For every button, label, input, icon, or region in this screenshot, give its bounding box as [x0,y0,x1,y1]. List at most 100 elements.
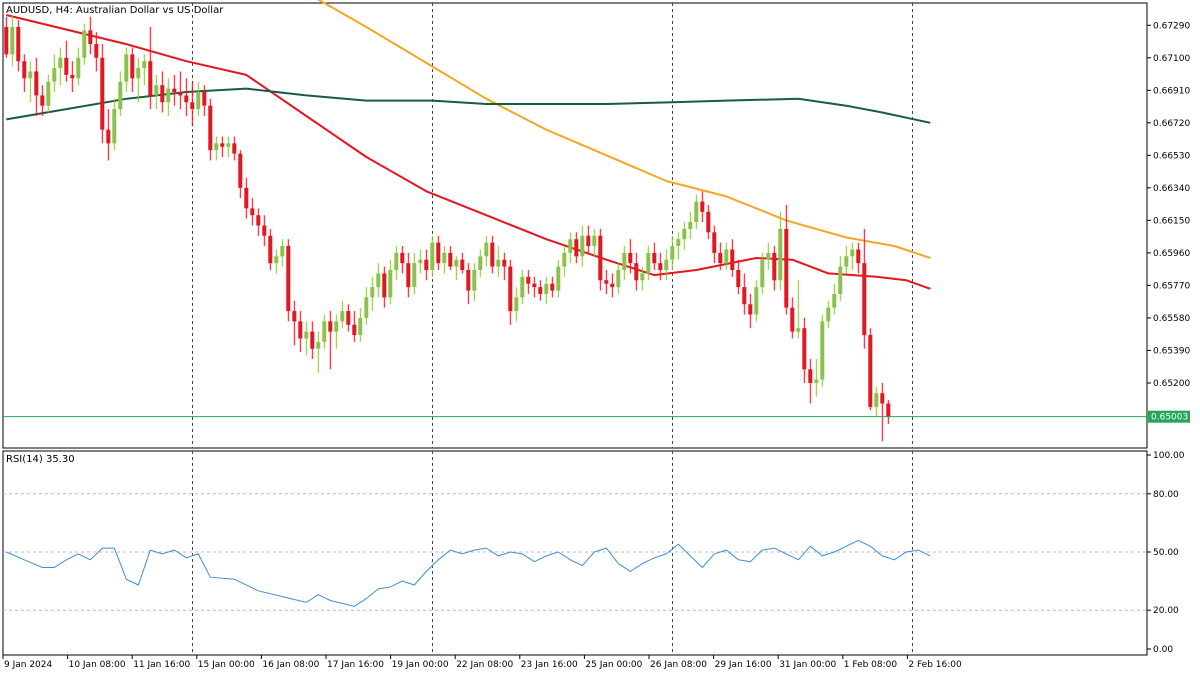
candle[interactable] [514,287,519,322]
candle[interactable] [352,311,357,342]
candle[interactable] [334,314,339,349]
candle[interactable] [832,283,837,315]
candle[interactable] [784,204,789,315]
candle[interactable] [430,235,435,277]
candle[interactable] [862,228,867,349]
candle[interactable] [58,47,63,86]
candle[interactable] [778,211,783,291]
candle[interactable] [100,44,105,144]
candle[interactable] [634,252,639,291]
candle[interactable] [502,252,507,281]
candle[interactable] [238,150,243,199]
candle[interactable] [820,314,825,387]
candle[interactable] [136,57,141,103]
candle[interactable] [772,246,777,291]
candle[interactable] [46,74,51,113]
candle[interactable] [550,276,555,298]
candle[interactable] [706,204,711,240]
candle[interactable] [850,242,855,270]
candle[interactable] [682,222,687,250]
candle[interactable] [88,16,93,55]
candle[interactable] [184,78,189,116]
candle[interactable] [400,246,405,274]
candle[interactable] [178,71,183,110]
candle[interactable] [166,78,171,116]
candle[interactable] [388,259,393,305]
candle[interactable] [298,311,303,353]
candle[interactable] [664,249,669,281]
candle[interactable] [532,276,537,298]
candle[interactable] [598,228,603,291]
candle[interactable] [742,273,747,315]
candle[interactable] [604,270,609,294]
candle[interactable] [460,252,465,274]
candle[interactable] [484,235,489,267]
candle[interactable] [202,85,207,116]
candle[interactable] [40,85,45,116]
candle[interactable] [292,300,297,346]
candle[interactable] [310,321,315,359]
candle[interactable] [658,252,663,281]
candle[interactable] [28,61,33,103]
candle[interactable] [562,246,567,277]
candle[interactable] [52,54,57,92]
candle[interactable] [208,98,213,161]
candle[interactable] [844,246,849,274]
candle[interactable] [214,136,219,161]
candle[interactable] [346,304,351,332]
candle[interactable] [472,263,477,301]
candle[interactable] [496,246,501,277]
candle[interactable] [190,81,195,127]
candle[interactable] [880,382,885,442]
candle[interactable] [622,246,627,281]
candle[interactable] [10,14,15,67]
candle[interactable] [442,246,447,274]
candle[interactable] [466,263,471,305]
candle[interactable] [418,249,423,274]
candle[interactable] [274,249,279,274]
candles[interactable] [4,14,891,442]
candle[interactable] [262,215,267,247]
candle[interactable] [130,47,135,93]
candle[interactable] [652,242,657,270]
candle[interactable] [412,252,417,294]
candle[interactable] [766,242,771,270]
candle[interactable] [568,232,573,264]
candle[interactable] [448,246,453,270]
candle[interactable] [154,74,159,110]
candle[interactable] [172,74,177,106]
candle[interactable] [358,307,363,342]
candle[interactable] [304,321,309,356]
candle[interactable] [316,331,321,373]
candle[interactable] [268,228,273,270]
candle[interactable] [754,280,759,322]
candle[interactable] [874,386,879,418]
candle[interactable] [640,266,645,291]
candle[interactable] [394,246,399,281]
candle[interactable] [4,16,9,58]
candle[interactable] [112,98,117,151]
candle[interactable] [340,300,345,329]
candle[interactable] [70,61,75,92]
candle[interactable] [160,71,165,113]
candle[interactable] [646,246,651,281]
candle[interactable] [256,208,261,236]
candle[interactable] [628,239,633,274]
candle[interactable] [544,276,549,305]
candle[interactable] [856,242,861,274]
candle[interactable] [370,276,375,312]
candle[interactable] [76,47,81,86]
candle[interactable] [826,300,831,329]
candle[interactable] [94,32,99,72]
candle[interactable] [226,136,231,158]
candle[interactable] [280,239,285,267]
candle[interactable] [454,256,459,281]
candle[interactable] [142,54,147,86]
candle[interactable] [124,47,129,93]
candle[interactable] [478,249,483,277]
candle[interactable] [490,235,495,274]
candle[interactable] [106,109,111,161]
candle[interactable] [250,198,255,226]
candle[interactable] [712,225,717,264]
candle[interactable] [760,252,765,294]
